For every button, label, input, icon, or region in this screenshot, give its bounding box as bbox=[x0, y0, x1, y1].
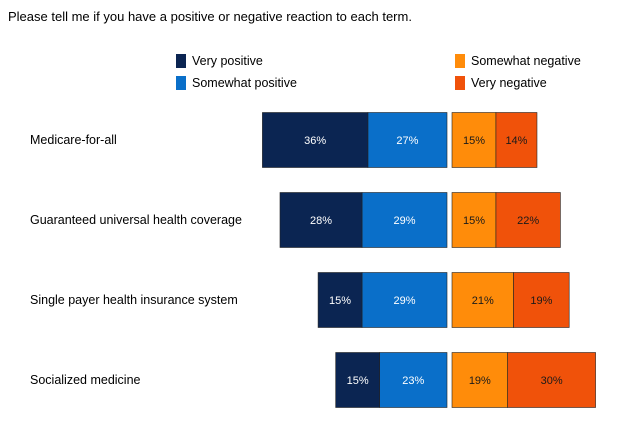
data-label: 23% bbox=[402, 375, 424, 387]
data-label: 28% bbox=[310, 215, 332, 227]
bar-somewhat-positive bbox=[361, 192, 448, 248]
data-label: 36% bbox=[304, 135, 326, 147]
legend-label: Very positive bbox=[192, 54, 263, 68]
data-label: 21% bbox=[472, 295, 494, 307]
chart-title: Please tell me if you have a positive or… bbox=[8, 9, 412, 24]
legend-swatch bbox=[455, 76, 465, 90]
data-label: 15% bbox=[329, 295, 351, 307]
bar-very-positive bbox=[317, 272, 363, 328]
legend: Very positive Somewhat positive Somewhat n… bbox=[176, 54, 581, 90]
bar-very-positive bbox=[262, 112, 369, 168]
category-labels: Medicare-for-all Guaranteed universal hea… bbox=[30, 133, 242, 387]
legend-item-somewhat-negative: Somewhat negative bbox=[455, 54, 581, 68]
legend-item-very-positive: Very positive bbox=[176, 54, 263, 68]
legend-swatch bbox=[455, 54, 465, 68]
category-label: Socialized medicine bbox=[30, 373, 141, 387]
data-label: 14% bbox=[505, 135, 527, 147]
data-label: 29% bbox=[393, 295, 415, 307]
legend-label: Somewhat positive bbox=[192, 76, 297, 90]
data-label: 27% bbox=[396, 135, 418, 147]
bar-very-negative bbox=[495, 112, 538, 168]
bars: 27% 36% 15% 14% 29% 28% 15% 22% 29% 15% 21% 19% 23% 1… bbox=[262, 112, 596, 408]
bar-very-positive bbox=[279, 192, 363, 248]
legend-swatch bbox=[176, 54, 186, 68]
category-label: Guaranteed universal health coverage bbox=[30, 213, 242, 227]
bar-somewhat-negative bbox=[451, 192, 497, 248]
data-label: 29% bbox=[393, 215, 415, 227]
category-label: Medicare-for-all bbox=[30, 133, 117, 147]
bar-somewhat-negative bbox=[451, 112, 497, 168]
legend-swatch bbox=[176, 76, 186, 90]
data-label: 15% bbox=[347, 375, 369, 387]
bar-somewhat-positive bbox=[379, 352, 448, 408]
category-label: Single payer health insurance system bbox=[30, 293, 238, 307]
data-label: 15% bbox=[463, 135, 485, 147]
bar-somewhat-positive bbox=[367, 112, 448, 168]
bar-somewhat-negative bbox=[451, 352, 508, 408]
data-label: 19% bbox=[469, 375, 491, 387]
legend-item-somewhat-positive: Somewhat positive bbox=[176, 76, 297, 90]
bar-very-negative bbox=[495, 192, 561, 248]
data-label: 15% bbox=[463, 215, 485, 227]
data-label: 22% bbox=[517, 215, 539, 227]
legend-label: Somewhat negative bbox=[471, 54, 581, 68]
data-label: 19% bbox=[530, 295, 552, 307]
bar-very-negative bbox=[513, 272, 570, 328]
bar-very-positive bbox=[335, 352, 380, 408]
legend-item-very-negative: Very negative bbox=[455, 76, 547, 90]
legend-label: Very negative bbox=[471, 76, 547, 90]
data-label: 30% bbox=[541, 375, 563, 387]
bar-very-negative bbox=[507, 352, 596, 408]
